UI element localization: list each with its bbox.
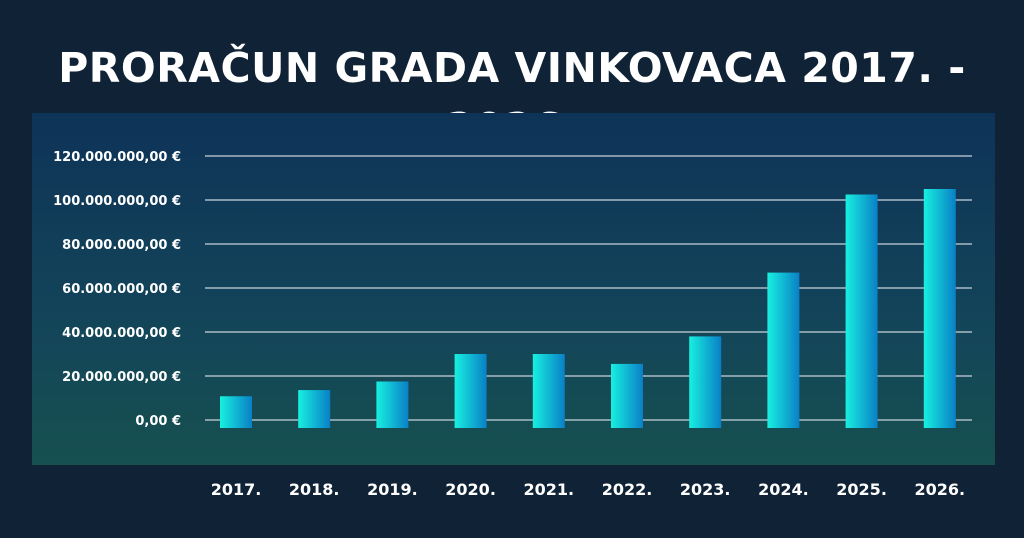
y-tick-label: 120.000.000,00 €: [53, 150, 181, 165]
x-tick-label: 2026.: [914, 480, 965, 499]
x-tick-label: 2017.: [211, 480, 262, 499]
bar-2021: [532, 354, 565, 428]
bar-2022: [611, 363, 643, 428]
x-tick-label: 2025.: [836, 480, 887, 499]
bar-2024: [767, 272, 800, 428]
bar-2018: [298, 390, 331, 428]
x-tick-label: 2022.: [602, 480, 653, 499]
plot-panel: [32, 113, 995, 465]
bar-2023: [689, 336, 722, 428]
x-tick-label: 2021.: [523, 480, 574, 499]
y-tick-label: 0,00 €: [135, 414, 181, 429]
y-tick-label: 40.000.000,00 €: [62, 326, 181, 341]
bar-2026: [923, 189, 956, 428]
y-tick-label: 100.000.000,00 €: [53, 194, 181, 209]
bar-2019: [376, 381, 409, 428]
x-tick-label: 2023.: [680, 480, 731, 499]
bar-2017: [220, 396, 252, 428]
x-tick-label: 2024.: [758, 480, 809, 499]
bar-2020: [454, 354, 487, 428]
y-tick-label: 60.000.000,00 €: [62, 282, 181, 297]
x-tick-label: 2020.: [445, 480, 496, 499]
x-tick-label: 2018.: [289, 480, 340, 499]
y-tick-label: 80.000.000,00 €: [62, 238, 181, 253]
y-tick-label: 20.000.000,00 €: [62, 370, 181, 385]
x-tick-label: 2019.: [367, 480, 418, 499]
bar-2025: [845, 194, 878, 428]
